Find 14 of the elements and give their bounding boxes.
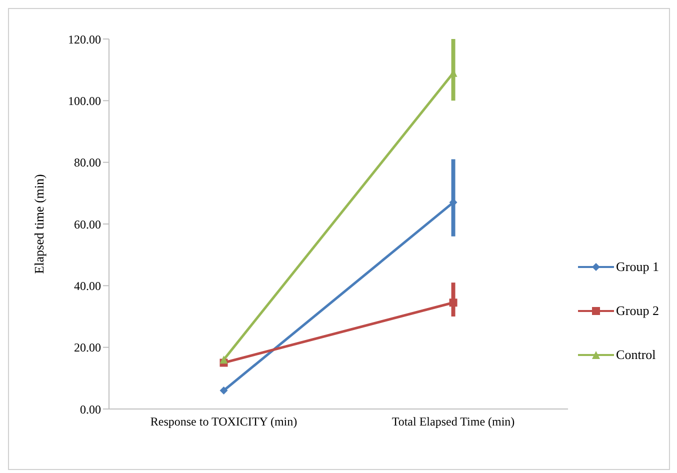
x-tick-label: Total Elapsed Time (min) bbox=[392, 414, 515, 429]
y-tick-label: 60.00 bbox=[74, 217, 101, 232]
y-tick-label: 120.00 bbox=[68, 32, 101, 46]
x-tick-label: Response to TOXICITY (min) bbox=[150, 414, 298, 429]
legend-label: Control bbox=[616, 347, 656, 363]
y-tick-label: 40.00 bbox=[74, 278, 101, 293]
y-axis-title: Elapsed time (min) bbox=[32, 174, 47, 274]
y-tick-label: 0.00 bbox=[80, 402, 101, 416]
legend-label: Group 2 bbox=[616, 303, 659, 319]
point bbox=[449, 298, 458, 307]
y-tick-label: 100.00 bbox=[68, 94, 101, 108]
y-tick-label: 80.00 bbox=[74, 156, 101, 170]
legend-label: Group 1 bbox=[616, 259, 659, 275]
y-tick-label: 20.00 bbox=[74, 340, 101, 355]
